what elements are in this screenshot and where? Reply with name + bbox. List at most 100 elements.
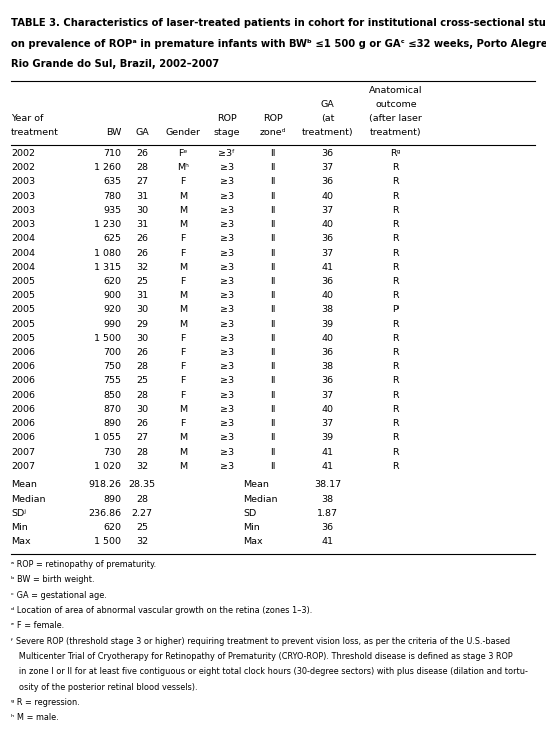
Text: 39: 39 — [322, 433, 334, 443]
Text: 730: 730 — [103, 448, 121, 456]
Text: M: M — [179, 305, 187, 314]
Text: 30: 30 — [136, 334, 148, 343]
Text: 2003: 2003 — [11, 192, 35, 200]
Text: 26: 26 — [136, 234, 148, 243]
Text: 37: 37 — [322, 391, 334, 399]
Text: ʰ M = male.: ʰ M = male. — [11, 713, 58, 722]
Text: II: II — [270, 419, 276, 428]
Text: ≥3: ≥3 — [219, 234, 234, 243]
Text: II: II — [270, 362, 276, 371]
Text: 28: 28 — [136, 362, 148, 371]
Text: ≥3: ≥3 — [219, 206, 234, 215]
Text: in zone I or II for at least five contiguous or eight total clock hours (30-degr: in zone I or II for at least five contig… — [11, 667, 528, 677]
Text: (at: (at — [321, 114, 334, 123]
Text: 41: 41 — [322, 537, 334, 546]
Text: ≥3: ≥3 — [219, 291, 234, 300]
Text: 2003: 2003 — [11, 206, 35, 215]
Text: ≥3: ≥3 — [219, 249, 234, 257]
Text: outcome: outcome — [375, 100, 417, 109]
Text: R: R — [393, 220, 399, 229]
Text: 2004: 2004 — [11, 262, 35, 272]
Text: 40: 40 — [322, 220, 334, 229]
Text: M: M — [179, 192, 187, 200]
Text: R: R — [393, 163, 399, 172]
Text: 41: 41 — [322, 262, 334, 272]
Text: ᵇ BW = birth weight.: ᵇ BW = birth weight. — [11, 575, 94, 585]
Text: 30: 30 — [136, 305, 148, 314]
Text: F: F — [180, 419, 186, 428]
Text: F: F — [180, 391, 186, 399]
Text: R: R — [393, 334, 399, 343]
Text: R: R — [393, 177, 399, 187]
Text: 890: 890 — [103, 419, 121, 428]
Text: 2003: 2003 — [11, 220, 35, 229]
Text: ᵍ R = regression.: ᵍ R = regression. — [11, 698, 80, 707]
Text: Median: Median — [243, 494, 277, 504]
Text: ≥3: ≥3 — [219, 461, 234, 471]
Text: 28.35: 28.35 — [128, 480, 156, 489]
Text: 26: 26 — [136, 348, 148, 357]
Text: 25: 25 — [136, 376, 148, 386]
Text: Anatomical: Anatomical — [369, 85, 423, 95]
Text: R: R — [393, 405, 399, 414]
Text: 2006: 2006 — [11, 433, 35, 443]
Text: 2007: 2007 — [11, 448, 35, 456]
Text: M: M — [179, 405, 187, 414]
Text: ≥3: ≥3 — [219, 319, 234, 329]
Text: II: II — [270, 334, 276, 343]
Text: 38: 38 — [322, 362, 334, 371]
Text: 2005: 2005 — [11, 305, 35, 314]
Text: F: F — [180, 277, 186, 286]
Text: 2002: 2002 — [11, 163, 35, 172]
Text: R: R — [393, 448, 399, 456]
Text: stage: stage — [213, 128, 240, 137]
Text: M: M — [179, 461, 187, 471]
Text: 38: 38 — [322, 494, 334, 504]
Text: 26: 26 — [136, 249, 148, 257]
Text: ≥3: ≥3 — [219, 348, 234, 357]
Text: R: R — [393, 291, 399, 300]
Text: 620: 620 — [103, 277, 121, 286]
Text: GA: GA — [135, 128, 149, 137]
Text: ≥3: ≥3 — [219, 405, 234, 414]
Text: F: F — [180, 334, 186, 343]
Text: ᶠ Severe ROP (threshold stage 3 or higher) requiring treatment to prevent vision: ᶠ Severe ROP (threshold stage 3 or highe… — [11, 636, 510, 646]
Text: 990: 990 — [103, 319, 121, 329]
Text: 36: 36 — [322, 149, 334, 158]
Text: 1 080: 1 080 — [94, 249, 121, 257]
Text: II: II — [270, 405, 276, 414]
Text: 37: 37 — [322, 249, 334, 257]
Text: 32: 32 — [136, 461, 148, 471]
Text: Mʰ: Mʰ — [177, 163, 189, 172]
Text: 36: 36 — [322, 376, 334, 386]
Text: 2006: 2006 — [11, 376, 35, 386]
Text: 2005: 2005 — [11, 291, 35, 300]
Text: R: R — [393, 376, 399, 386]
Text: 780: 780 — [103, 192, 121, 200]
Text: II: II — [270, 461, 276, 471]
Text: 41: 41 — [322, 461, 334, 471]
Text: 900: 900 — [103, 291, 121, 300]
Text: II: II — [270, 319, 276, 329]
Text: Mean: Mean — [11, 480, 37, 489]
Text: Year of: Year of — [11, 114, 43, 123]
Text: 36: 36 — [322, 348, 334, 357]
Text: 2006: 2006 — [11, 405, 35, 414]
Text: II: II — [270, 291, 276, 300]
Text: R: R — [393, 234, 399, 243]
Text: 25: 25 — [136, 277, 148, 286]
Text: 2006: 2006 — [11, 391, 35, 399]
Text: on prevalence of ROPᵃ in premature infants with BWᵇ ≤1 500 g or GAᶜ ≤32 weeks, P: on prevalence of ROPᵃ in premature infan… — [11, 39, 546, 49]
Text: ≥3ᶠ: ≥3ᶠ — [218, 149, 235, 158]
Text: 36: 36 — [322, 523, 334, 532]
Text: 31: 31 — [136, 291, 148, 300]
Text: R: R — [393, 319, 399, 329]
Text: R: R — [393, 348, 399, 357]
Text: II: II — [270, 348, 276, 357]
Text: Multicenter Trial of Cryotherapy for Retinopathy of Prematurity (CRYO-ROP). Thre: Multicenter Trial of Cryotherapy for Ret… — [11, 652, 513, 661]
Text: II: II — [270, 376, 276, 386]
Text: M: M — [179, 262, 187, 272]
Text: treatment: treatment — [11, 128, 59, 137]
Text: Mean: Mean — [243, 480, 269, 489]
Text: II: II — [270, 305, 276, 314]
